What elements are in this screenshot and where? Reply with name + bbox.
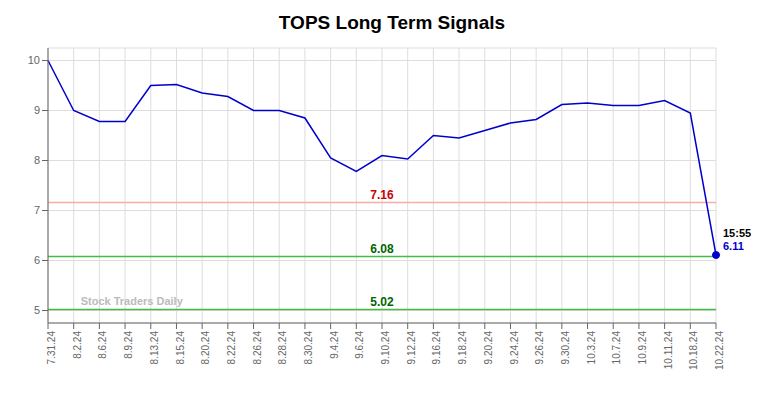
svg-text:9.26.24: 9.26.24 <box>534 331 545 365</box>
svg-text:8: 8 <box>34 154 40 166</box>
svg-text:8.22.24: 8.22.24 <box>226 331 237 365</box>
svg-text:9.6.24: 9.6.24 <box>354 331 365 359</box>
svg-text:9.30.24: 9.30.24 <box>560 331 571 365</box>
svg-text:10.9.24: 10.9.24 <box>637 331 648 365</box>
svg-text:6: 6 <box>34 254 40 266</box>
svg-text:5.02: 5.02 <box>370 295 394 309</box>
svg-text:8.9.24: 8.9.24 <box>123 331 134 359</box>
svg-text:6.08: 6.08 <box>370 242 394 256</box>
svg-text:8.20.24: 8.20.24 <box>200 331 211 365</box>
svg-text:9.20.24: 9.20.24 <box>483 331 494 365</box>
svg-text:8.30.24: 8.30.24 <box>303 331 314 365</box>
svg-text:8.28.24: 8.28.24 <box>277 331 288 365</box>
svg-text:9.12.24: 9.12.24 <box>406 331 417 365</box>
svg-text:8.6.24: 8.6.24 <box>97 331 108 359</box>
svg-text:10.22.24: 10.22.24 <box>714 331 725 370</box>
svg-text:10.11.24: 10.11.24 <box>663 331 674 370</box>
svg-text:10.3.24: 10.3.24 <box>586 331 597 365</box>
svg-text:10.7.24: 10.7.24 <box>611 331 622 365</box>
svg-text:10.18.24: 10.18.24 <box>688 331 699 370</box>
svg-text:5: 5 <box>34 304 40 316</box>
svg-text:8.13.24: 8.13.24 <box>149 331 160 365</box>
svg-text:9.4.24: 9.4.24 <box>329 331 340 359</box>
svg-text:7.16: 7.16 <box>370 188 394 202</box>
svg-text:9.10.24: 9.10.24 <box>380 331 391 365</box>
svg-text:8.2.24: 8.2.24 <box>72 331 83 359</box>
html-text:TOPS Long Term Signals: TOPS Long Term Signals <box>278 12 506 33</box>
svg-text:8.15.24: 8.15.24 <box>175 331 186 365</box>
svg-text:7: 7 <box>34 204 40 216</box>
svg-text:9: 9 <box>34 104 40 116</box>
svg-text:Stock Traders Daily: Stock Traders Daily <box>81 295 184 307</box>
svg-text:8.26.24: 8.26.24 <box>252 331 263 365</box>
svg-text:15:55: 15:55 <box>723 227 751 239</box>
svg-text:9.24.24: 9.24.24 <box>509 331 520 365</box>
svg-text:6.11: 6.11 <box>723 240 744 252</box>
svg-text:7.31.24: 7.31.24 <box>46 331 57 365</box>
svg-text:9.16.24: 9.16.24 <box>431 331 442 365</box>
svg-text:9.18.24: 9.18.24 <box>457 331 468 365</box>
svg-text:10: 10 <box>28 54 40 66</box>
